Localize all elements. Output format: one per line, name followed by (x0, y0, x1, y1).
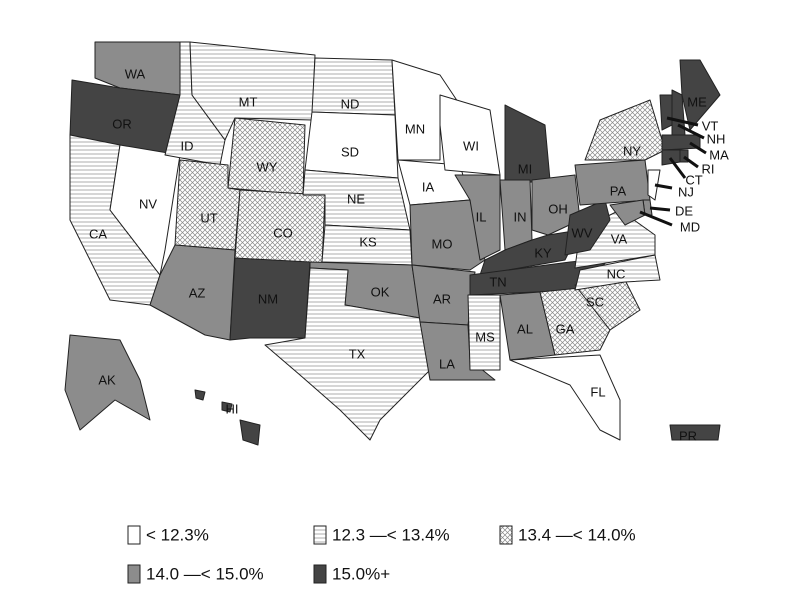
leader-line (639, 210, 673, 227)
state-shape (647, 169, 661, 201)
state-shape (531, 174, 581, 236)
state-label: CT (685, 172, 702, 187)
state-shape (584, 99, 666, 161)
state-label: WV (572, 225, 593, 240)
state-label: SD (341, 144, 359, 159)
state-label: PA (610, 183, 627, 198)
state-label: SC (586, 294, 604, 309)
state-label: ME (687, 94, 707, 109)
state-label: UT (200, 210, 217, 225)
legend-label: 12.3 —< 13.4% (332, 525, 450, 544)
state-label: NE (347, 191, 365, 206)
state-label: FL (590, 384, 605, 399)
state-label: OH (548, 201, 568, 216)
state-label: VT (702, 118, 719, 133)
leader-line (654, 183, 673, 190)
state-shape (221, 401, 233, 413)
state-label: WI (463, 138, 479, 153)
state-label: AK (98, 372, 116, 387)
state-label: IN (514, 209, 527, 224)
state-shape (661, 134, 701, 151)
state-label: WA (125, 66, 146, 81)
state-label: MO (432, 236, 453, 251)
state-label: NM (258, 291, 278, 306)
leader-line (683, 155, 699, 169)
state-label: GA (556, 321, 575, 336)
leader-line (668, 157, 687, 179)
state-label: MN (405, 121, 425, 136)
state-label: HI (226, 401, 239, 416)
state-shape (409, 199, 486, 271)
state-shape (264, 267, 431, 441)
state-label: CA (89, 226, 107, 241)
state-shape (454, 174, 501, 261)
state-shape (239, 419, 261, 446)
state-label: NJ (678, 184, 694, 199)
legend-swatch (499, 525, 513, 545)
state-label: LA (439, 356, 455, 371)
state-label: CO (273, 225, 293, 240)
state-shape (539, 287, 611, 356)
state-label: DE (675, 203, 693, 218)
state-label: TN (489, 274, 506, 289)
state-shape (64, 334, 151, 431)
legend-swatch (127, 564, 141, 584)
state-label: WY (257, 159, 278, 174)
legend-swatch (313, 564, 327, 584)
legend: < 12.3% 12.3 —< 13.4% 13.4 —< 14.0% 14.0 —<… (127, 525, 636, 584)
state-label: MD (680, 219, 700, 234)
state-label: NC (607, 266, 626, 281)
state-shape (229, 257, 311, 341)
state-label: TX (349, 346, 366, 361)
state-label: OR (112, 116, 132, 131)
state-label: IL (476, 209, 487, 224)
state-shape (659, 94, 673, 131)
state-shape (194, 389, 206, 401)
legend-label: < 12.3% (146, 525, 209, 544)
state-label: ID (181, 138, 194, 153)
state-label: OK (371, 284, 390, 299)
state-shape (149, 244, 236, 341)
legend-label: 15.0%+ (332, 564, 390, 583)
leader-line (649, 206, 671, 212)
leader-line (677, 123, 705, 140)
state-shape (669, 424, 721, 441)
state-shape (439, 94, 501, 176)
state-shape (227, 117, 306, 196)
state-label: NY (623, 143, 641, 158)
state-label: KS (359, 234, 377, 249)
legend-label: 14.0 —< 15.0% (146, 564, 264, 583)
state-label: KY (534, 245, 552, 260)
state-label: ND (341, 96, 360, 111)
legend-label: 13.4 —< 14.0% (518, 525, 636, 544)
state-label: NH (707, 131, 726, 146)
legend-swatch (127, 525, 141, 545)
state-label: MI (518, 161, 532, 176)
state-shape (679, 59, 721, 131)
state-label: AL (517, 321, 533, 336)
leader-line (666, 116, 699, 127)
state-label: NV (139, 196, 157, 211)
state-label: VA (611, 231, 628, 246)
state-label: MT (239, 94, 258, 109)
legend-swatch (313, 525, 327, 545)
state-label: IA (422, 179, 435, 194)
state-label: AZ (189, 285, 206, 300)
state-label: MA (709, 147, 729, 162)
state-label: MS (475, 329, 495, 344)
state-label: AR (433, 291, 451, 306)
states (64, 41, 721, 446)
state-label: PR (679, 428, 697, 443)
state-label: RI (702, 161, 715, 176)
state-shape (467, 294, 501, 371)
leader-line (689, 141, 707, 155)
state-labels: WA OR CA NV ID MT WY UT CO AZ NM ND SD NE KS OK TX MN IA MO… (89, 66, 729, 443)
state-shape (509, 354, 621, 441)
